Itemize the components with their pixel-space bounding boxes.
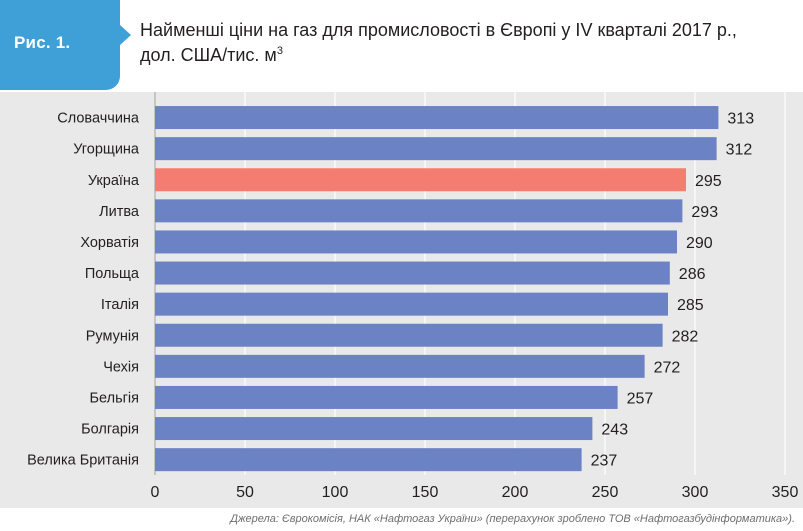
bar [155,199,683,223]
category-label: Італія [101,297,139,313]
data-label: 282 [672,328,699,345]
category-label: Болгарія [81,422,139,438]
data-label: 286 [679,266,706,283]
category-label: Литва [99,204,140,220]
bar [155,230,677,254]
figure-label-box: Рис. 1. [0,0,120,90]
source-note: Джерела: Єврокомісія, НАК «Нафтогаз Укра… [230,513,795,525]
bar [155,261,670,285]
category-label: Чехія [103,359,139,375]
data-label: 290 [686,235,713,252]
bar [155,106,719,130]
bar [155,417,593,441]
category-label: Словаччина [57,111,140,127]
data-label: 295 [695,173,722,190]
bar [155,292,668,316]
bar [155,137,717,161]
data-label: 293 [691,204,718,221]
chart-title: Найменші ціни на газ для промисловості в… [140,18,800,68]
x-tick-label: 300 [682,484,709,501]
data-label: 313 [727,111,754,128]
data-label: 237 [591,453,618,470]
category-label: Румунія [86,328,139,344]
category-label: Польща [85,266,140,282]
data-label: 272 [654,359,681,376]
x-tick-label: 250 [592,484,619,501]
category-label: Хорватія [80,235,139,251]
bar [155,323,663,347]
x-tick-label: 0 [151,484,160,501]
category-label: Україна [88,173,140,189]
bar [155,385,618,409]
bar-chart: 0 50 100 150 200 250 300 350 Словаччина 313 Угорщи… [27,92,799,501]
category-label: Велика Британія [27,453,139,469]
bar [155,448,582,472]
chart-title-line2: дол. США/тис. м [140,45,277,65]
data-label: 243 [601,422,628,439]
data-label: 285 [677,297,704,314]
category-label: Бельгія [90,390,139,406]
data-label: 257 [627,390,654,407]
data-label: 312 [726,142,753,159]
x-tick-label: 50 [236,484,254,501]
plot-area: 0 50 100 150 200 250 300 350 Словаччина 313 Угорщи… [0,92,803,508]
figure-label: Рис. 1. [14,33,71,52]
chart-header: Рис. 1. Найменші ціни на газ для промисл… [0,0,803,92]
x-tick-label: 150 [412,484,439,501]
x-tick-label: 350 [772,484,799,501]
x-tick-label: 200 [502,484,529,501]
bar [155,354,645,378]
category-label: Угорщина [73,142,140,158]
figure-label-arrow [120,25,131,45]
bar [155,168,686,192]
chart-title-superscript: 3 [276,45,283,57]
chart-title-line1: Найменші ціни на газ для промисловості в… [140,20,737,40]
x-tick-label: 100 [322,484,349,501]
